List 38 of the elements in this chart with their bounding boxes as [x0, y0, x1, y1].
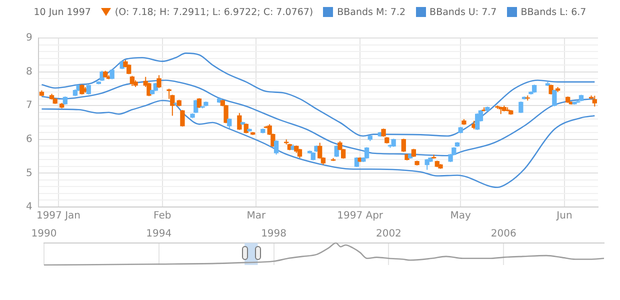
x-tick-label: 1994 — [146, 228, 172, 240]
x-tick-label: May — [450, 210, 472, 222]
x-tick-label: 2006 — [490, 228, 516, 240]
candlestick — [80, 84, 84, 95]
x-tick-label: 1997 Apr — [337, 210, 384, 222]
candlestick — [196, 98, 202, 108]
candlestick — [237, 112, 242, 130]
candlestick — [518, 101, 524, 114]
x-tick-label: 2002 — [376, 228, 402, 240]
y-tick-label: 5 — [26, 168, 32, 179]
candlestick — [592, 95, 597, 108]
y-tick-label: 4 — [26, 202, 32, 213]
line-series — [41, 52, 596, 137]
y-tick-label: 9 — [26, 32, 32, 44]
candlestick — [156, 74, 162, 89]
legend-label: BBands U: 7.7 — [430, 6, 497, 18]
x-tick-label: 1998 — [261, 228, 287, 240]
candlestick — [227, 118, 232, 130]
text: 10 Jun 1997 — [34, 6, 91, 18]
candlestick — [86, 84, 91, 95]
x-tick-label: Feb — [153, 210, 172, 222]
x-tick-label: 1990 — [31, 228, 57, 240]
candlestick — [552, 89, 557, 107]
legend-label: BBands M: 7.2 — [337, 6, 406, 18]
candlestick — [401, 138, 406, 152]
y-tick-label: 8 — [26, 66, 32, 78]
candlestick — [180, 109, 185, 128]
candlestick — [274, 140, 279, 156]
x-tick-label: Mar — [246, 210, 267, 222]
legend-label: BBands L: 6.7 — [520, 6, 586, 18]
line-series — [41, 80, 596, 156]
x-tick-label: Jun — [556, 210, 572, 222]
candlestick — [224, 104, 228, 124]
candlestick — [318, 142, 322, 160]
legend-label: (O: 7.18; H: 7.2911; L: 6.9722; C: 7.0767) — [114, 6, 314, 18]
x-tick-label: 1997 Jan — [36, 210, 80, 222]
y-tick-label: 7 — [26, 100, 32, 112]
y-tick-label: 6 — [26, 134, 32, 145]
